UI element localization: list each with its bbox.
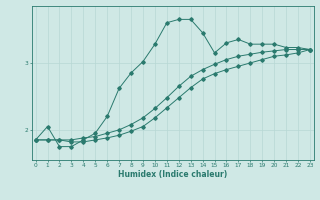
X-axis label: Humidex (Indice chaleur): Humidex (Indice chaleur) [118,170,228,179]
